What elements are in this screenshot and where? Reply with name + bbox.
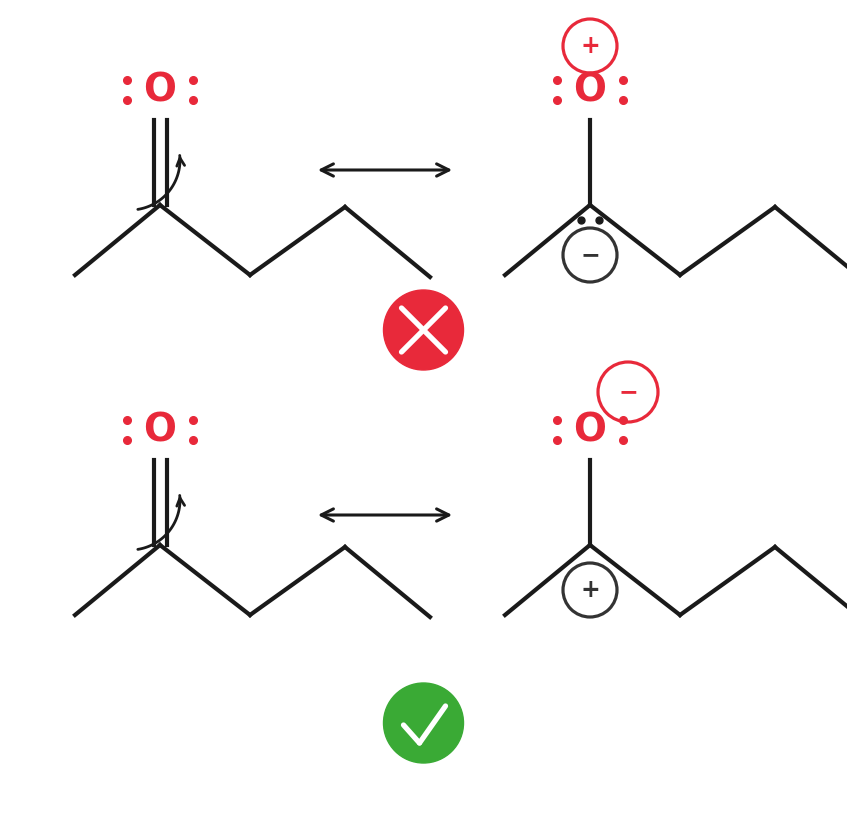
- Text: +: +: [580, 578, 600, 602]
- Text: O: O: [573, 411, 606, 449]
- Text: −: −: [580, 243, 600, 267]
- Text: O: O: [143, 71, 176, 109]
- Text: O: O: [573, 71, 606, 109]
- Text: O: O: [143, 411, 176, 449]
- Text: −: −: [618, 380, 638, 404]
- Circle shape: [384, 683, 463, 763]
- Circle shape: [384, 290, 463, 370]
- Text: +: +: [580, 34, 600, 58]
